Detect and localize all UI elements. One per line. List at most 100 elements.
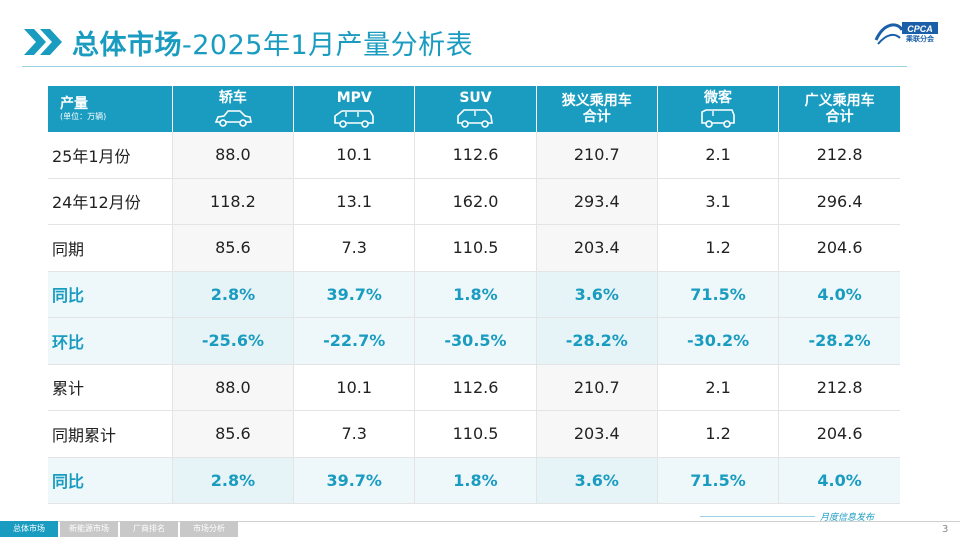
footer-accent-line [700,516,815,517]
header-cell-first: 产量 (单位：万辆) [48,86,173,132]
table-cell: 85.6 [172,410,295,458]
table-cell: 210.7 [536,132,658,179]
table-row: 同比 2.8% 39.7% 1.8% 3.6% 71.5% 4.0% [48,271,900,318]
table-cell: 10.1 [293,132,416,179]
table-cell: 210.7 [536,364,658,411]
footer-tab[interactable]: 总体市场 [0,521,58,537]
table-cell: -28.2% [778,317,900,365]
suv-icon [457,109,494,128]
table-cell: 296.4 [778,178,900,225]
row-label: 24年12月份 [48,178,173,225]
table-row: 24年12月份 118.2 13.1 162.0 293.4 3.1 296.4 [48,178,900,225]
column-label-line2: 合计 [582,109,611,125]
column-label: 微客 [704,90,733,106]
table-cell: 2.8% [172,457,295,504]
table-cell: 2.8% [172,271,295,318]
footer-nav: 总体市场 新能源市场 厂商排名 市场分析 [0,521,240,537]
page-title: 总体市场-2025年1月产量分析表 [72,23,473,62]
table-cell: 110.5 [414,410,537,458]
table-cell: 212.8 [778,364,900,411]
row-label: 同比 [48,457,173,504]
row-label: 25年1月份 [48,132,173,179]
table-cell: -25.6% [172,317,295,365]
table-cell: 1.2 [657,224,780,272]
table-row: 25年1月份 88.0 10.1 112.6 210.7 2.1 212.8 [48,132,900,179]
table-cell: -30.5% [414,317,537,365]
table-cell: 203.4 [536,224,658,272]
table-cell: 203.4 [536,410,658,458]
header-cell-mpv: MPV [293,86,416,132]
column-label-line2: 合计 [825,109,854,125]
table-cell: 204.6 [778,410,900,458]
column-label: SUV [459,90,492,106]
footer-tab[interactable]: 市场分析 [180,521,238,537]
table-cell: 1.8% [414,271,537,318]
page-title-rest: -2025年1月产量分析表 [182,29,474,61]
table-cell: 112.6 [414,132,537,179]
table-cell: 71.5% [657,271,780,318]
table-cell: 13.1 [293,178,416,225]
svg-text:CPCA: CPCA [907,24,933,34]
header-unit-label: (单位：万辆) [60,112,107,121]
table-cell: 3.6% [536,457,658,504]
table-cell: 3.6% [536,271,658,318]
table-row: 同期 85.6 7.3 110.5 203.4 1.2 204.6 [48,224,900,272]
monthly-release-label: 月度信息发布 [820,513,875,523]
table-header-row: 产量 (单位：万辆) 轿车 MPV [48,86,900,132]
row-label: 同期累计 [48,410,173,458]
logo-subtitle: 乘联分会 [906,35,934,43]
column-label: 狭义乘用车 [561,93,632,109]
table-cell: 204.6 [778,224,900,272]
table-cell: 85.6 [172,224,295,272]
header-cell-minivan: 微客 [657,86,780,132]
row-label: 同期 [48,224,173,272]
row-label: 累计 [48,364,173,411]
header-production-label: 产量 [60,96,88,112]
table-cell: 4.0% [778,457,900,504]
mpv-icon [334,110,375,128]
column-label: 广义乘用车 [804,93,875,109]
page-title-bold: 总体市场 [72,29,182,61]
table-cell: 1.2 [657,410,780,458]
title-bar: 总体市场-2025年1月产量分析表 [22,22,473,62]
table-cell: 118.2 [172,178,295,225]
footer-tab[interactable]: 厂商排名 [120,521,178,537]
table-cell: 4.0% [778,271,900,318]
title-underline [22,66,907,67]
production-table: 产量 (单位：万辆) 轿车 MPV [48,86,900,504]
column-label: MPV [336,90,372,106]
footer-divider [0,521,960,522]
header-cell-suv: SUV [414,86,537,132]
sedan-icon [214,110,252,127]
header-cell-sedan: 轿车 [172,86,295,132]
table-cell: 1.8% [414,457,537,504]
table-row: 同期累计 85.6 7.3 110.5 203.4 1.2 204.6 [48,410,900,458]
table-cell: 2.1 [657,364,780,411]
table-cell: 10.1 [293,364,416,411]
table-row: 累计 88.0 10.1 112.6 210.7 2.1 212.8 [48,364,900,411]
table-row: 同比 2.8% 39.7% 1.8% 3.6% 71.5% 4.0% [48,457,900,504]
footer-tab[interactable]: 新能源市场 [60,521,118,537]
minivan-icon [701,109,735,128]
table-cell: -22.7% [293,317,416,365]
table-cell: 71.5% [657,457,780,504]
table-cell: -28.2% [536,317,658,365]
double-chevron-icon [24,29,62,55]
table-cell: 7.3 [293,224,416,272]
table-cell: 2.1 [657,132,780,179]
page-number: 3 [942,524,949,535]
table-cell: 39.7% [293,271,416,318]
table-cell: 293.4 [536,178,658,225]
header-cell-narrow-total: 狭义乘用车 合计 [536,86,658,132]
table-cell: 162.0 [414,178,537,225]
table-cell: 110.5 [414,224,537,272]
table-cell: 88.0 [172,132,295,179]
table-cell: 39.7% [293,457,416,504]
table-cell: 3.1 [657,178,780,225]
row-label: 环比 [48,317,173,365]
header-cell-broad-total: 广义乘用车 合计 [778,86,900,132]
table-row: 环比 -25.6% -22.7% -30.5% -28.2% -30.2% -28.2% [48,317,900,365]
cpca-logo: CPCA [874,22,938,45]
table-cell: -30.2% [657,317,780,365]
table-cell: 7.3 [293,410,416,458]
